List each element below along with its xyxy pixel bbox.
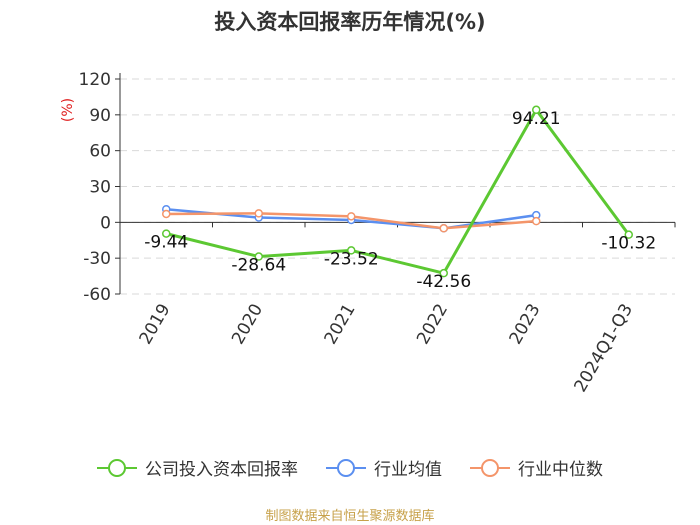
legend: 公司投入资本回报率 行业均值 行业中位数 bbox=[0, 455, 700, 480]
chart-title: 投入资本回报率历年情况(%) bbox=[214, 10, 486, 34]
data-label: -23.52 bbox=[324, 249, 379, 269]
y-tick-label: -30 bbox=[83, 249, 111, 269]
y-tick-label: 60 bbox=[89, 142, 111, 162]
x-tick-label: 2024Q1-Q3 bbox=[571, 301, 638, 396]
legend-marker-icon bbox=[326, 458, 366, 477]
series-line bbox=[165, 108, 630, 275]
data-label: -28.64 bbox=[231, 256, 286, 276]
data-point bbox=[624, 230, 633, 239]
legend-marker-icon bbox=[97, 458, 137, 477]
legend-marker-icon bbox=[470, 458, 510, 477]
data-point bbox=[439, 224, 448, 233]
data-point bbox=[532, 216, 541, 226]
y-tick-label: 0 bbox=[100, 213, 111, 233]
y-tick-label: 120 bbox=[79, 70, 111, 90]
x-tick-label: 2019 bbox=[136, 301, 175, 348]
x-tick-label: 2020 bbox=[228, 301, 267, 348]
y-tick-label: 90 bbox=[89, 106, 111, 126]
data-label: -9.44 bbox=[144, 233, 188, 253]
data-label: -42.56 bbox=[416, 272, 471, 292]
data-point bbox=[347, 246, 356, 255]
data-label: -10.32 bbox=[601, 234, 656, 254]
x-tick-label: 2022 bbox=[413, 301, 452, 348]
data-point bbox=[162, 229, 171, 238]
legend-item[interactable]: 行业均值 bbox=[326, 455, 442, 480]
legend-item[interactable]: 公司投入资本回报率 bbox=[97, 455, 298, 480]
x-tick-label: 2021 bbox=[321, 301, 360, 348]
data-point bbox=[162, 209, 171, 219]
legend-label: 公司投入资本回报率 bbox=[145, 460, 298, 480]
source-note: 制图数据来自恒生聚源数据库 bbox=[265, 509, 435, 524]
y-axis-label: (%) bbox=[60, 98, 76, 122]
legend-label: 行业中位数 bbox=[518, 460, 603, 480]
y-tick-label: -60 bbox=[83, 285, 111, 305]
legend-item[interactable]: 行业中位数 bbox=[470, 455, 603, 480]
data-point bbox=[532, 105, 541, 115]
data-label: 94.21 bbox=[512, 109, 561, 129]
data-point bbox=[254, 209, 263, 218]
data-point bbox=[439, 268, 448, 278]
data-point bbox=[254, 252, 263, 261]
data-point bbox=[347, 212, 356, 221]
x-tick-label: 2023 bbox=[506, 301, 545, 348]
legend-label: 行业均值 bbox=[374, 460, 442, 480]
y-tick-label: 30 bbox=[89, 178, 111, 198]
